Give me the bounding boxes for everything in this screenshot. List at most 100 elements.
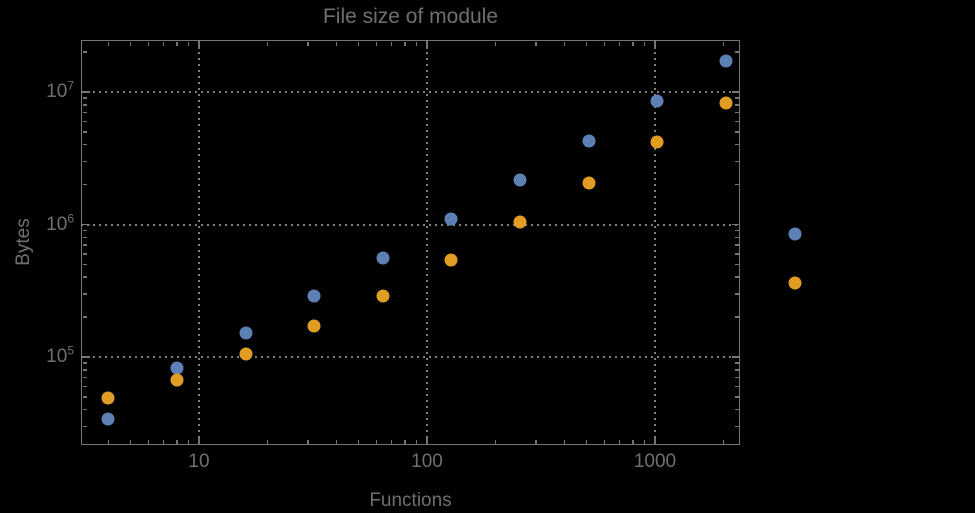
tick-mark [82,97,87,99]
data-point [101,412,115,426]
data-point [650,94,664,108]
tick-mark [82,244,87,246]
tick-mark [618,439,621,444]
data-point [513,215,527,229]
data-point [513,173,527,187]
chart-title: File size of module [322,5,499,28]
tick-mark [734,396,739,398]
tick-mark [335,439,337,444]
tick-mark [82,425,87,428]
tick-mark [734,111,739,114]
tick-mark [82,356,90,358]
data-point [650,135,664,149]
tick-mark [734,425,739,428]
tick-mark [618,41,621,46]
tick-mark [82,120,87,123]
tick-mark [307,41,309,46]
tick-mark [734,276,739,278]
tick-mark [734,104,739,106]
y-gridline [81,356,740,359]
tick-mark [147,41,150,46]
tick-mark [654,41,656,49]
tick-mark [82,104,87,106]
tick-mark [82,160,87,163]
data-point [101,391,115,405]
data-point [788,227,802,241]
tick-mark [654,436,656,444]
tick-mark [82,369,87,371]
data-point [376,289,390,303]
data-point [376,251,390,265]
tick-mark [734,160,739,163]
tick-mark [734,362,739,364]
tick-mark [734,236,739,239]
tick-mark [734,376,739,379]
data-point [170,373,184,387]
tick-mark [494,439,497,444]
tick-mark [734,293,739,295]
tick-mark [176,439,178,444]
tick-mark [731,91,739,93]
tick-mark [82,385,87,388]
tick-mark [187,439,190,444]
tick-mark [390,439,393,444]
data-point [444,253,458,267]
tick-mark [734,369,739,371]
y-gridline [81,91,740,93]
tick-mark [734,131,739,133]
x-tick-label: 10 [188,451,210,472]
tick-mark [82,408,87,411]
data-point [719,54,733,68]
tick-mark [82,111,87,114]
tick-mark [162,439,165,444]
data-point [239,326,253,340]
tick-mark [82,376,87,379]
tick-mark [162,41,165,46]
tick-mark [603,439,606,444]
x-gridline [654,40,656,445]
tick-mark [722,41,725,46]
tick-mark [82,51,87,53]
tick-mark [187,41,190,46]
tick-mark [415,41,418,46]
tick-mark [731,223,739,226]
tick-mark [147,439,150,444]
tick-mark [643,41,646,46]
tick-mark [82,236,87,239]
tick-mark [82,143,87,146]
tick-mark [731,356,739,358]
tick-mark [82,316,87,318]
tick-mark [734,51,739,53]
tick-mark [375,439,378,444]
data-point [239,347,253,361]
tick-mark [563,41,566,46]
tick-mark [107,439,109,444]
x-gridline [197,40,200,445]
x-tick-label: 100 [411,451,443,472]
x-tick-label: 1000 [633,451,677,472]
tick-mark [266,439,269,444]
tick-mark [82,229,87,232]
data-point [307,289,321,303]
data-point [788,276,802,289]
data-point [444,212,458,226]
tick-mark [129,41,132,46]
data-point [307,319,321,333]
tick-mark [82,253,87,255]
tick-mark [734,385,739,388]
tick-mark [535,439,537,444]
tick-mark [390,41,393,46]
tick-mark [82,362,87,364]
tick-mark [734,408,739,411]
tick-mark [198,41,200,49]
tick-mark [643,439,646,444]
tick-mark [335,41,337,46]
tick-mark [734,143,739,146]
tick-mark [426,436,428,444]
tick-mark [82,263,87,266]
data-point [719,96,733,110]
tick-mark [404,41,406,46]
tick-mark [426,41,428,49]
tick-mark [82,396,87,398]
